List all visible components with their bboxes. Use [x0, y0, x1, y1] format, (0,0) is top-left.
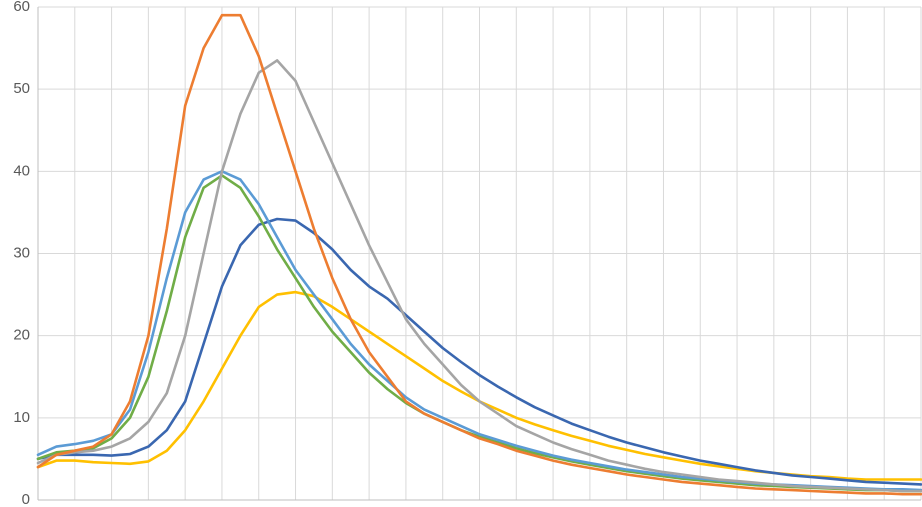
y-tick-label: 50 [13, 80, 30, 97]
series-line [36, 174, 922, 493]
series-line [36, 217, 922, 486]
y-tick-label: 40 [13, 162, 30, 179]
y-tick-label: 0 [22, 491, 30, 507]
y-tick-label: 10 [13, 409, 30, 426]
series-line [36, 13, 922, 496]
y-tick-label: 30 [13, 244, 30, 261]
series-line [36, 59, 922, 493]
y-tick-label: 20 [13, 327, 30, 344]
y-tick-label: 60 [13, 0, 30, 15]
